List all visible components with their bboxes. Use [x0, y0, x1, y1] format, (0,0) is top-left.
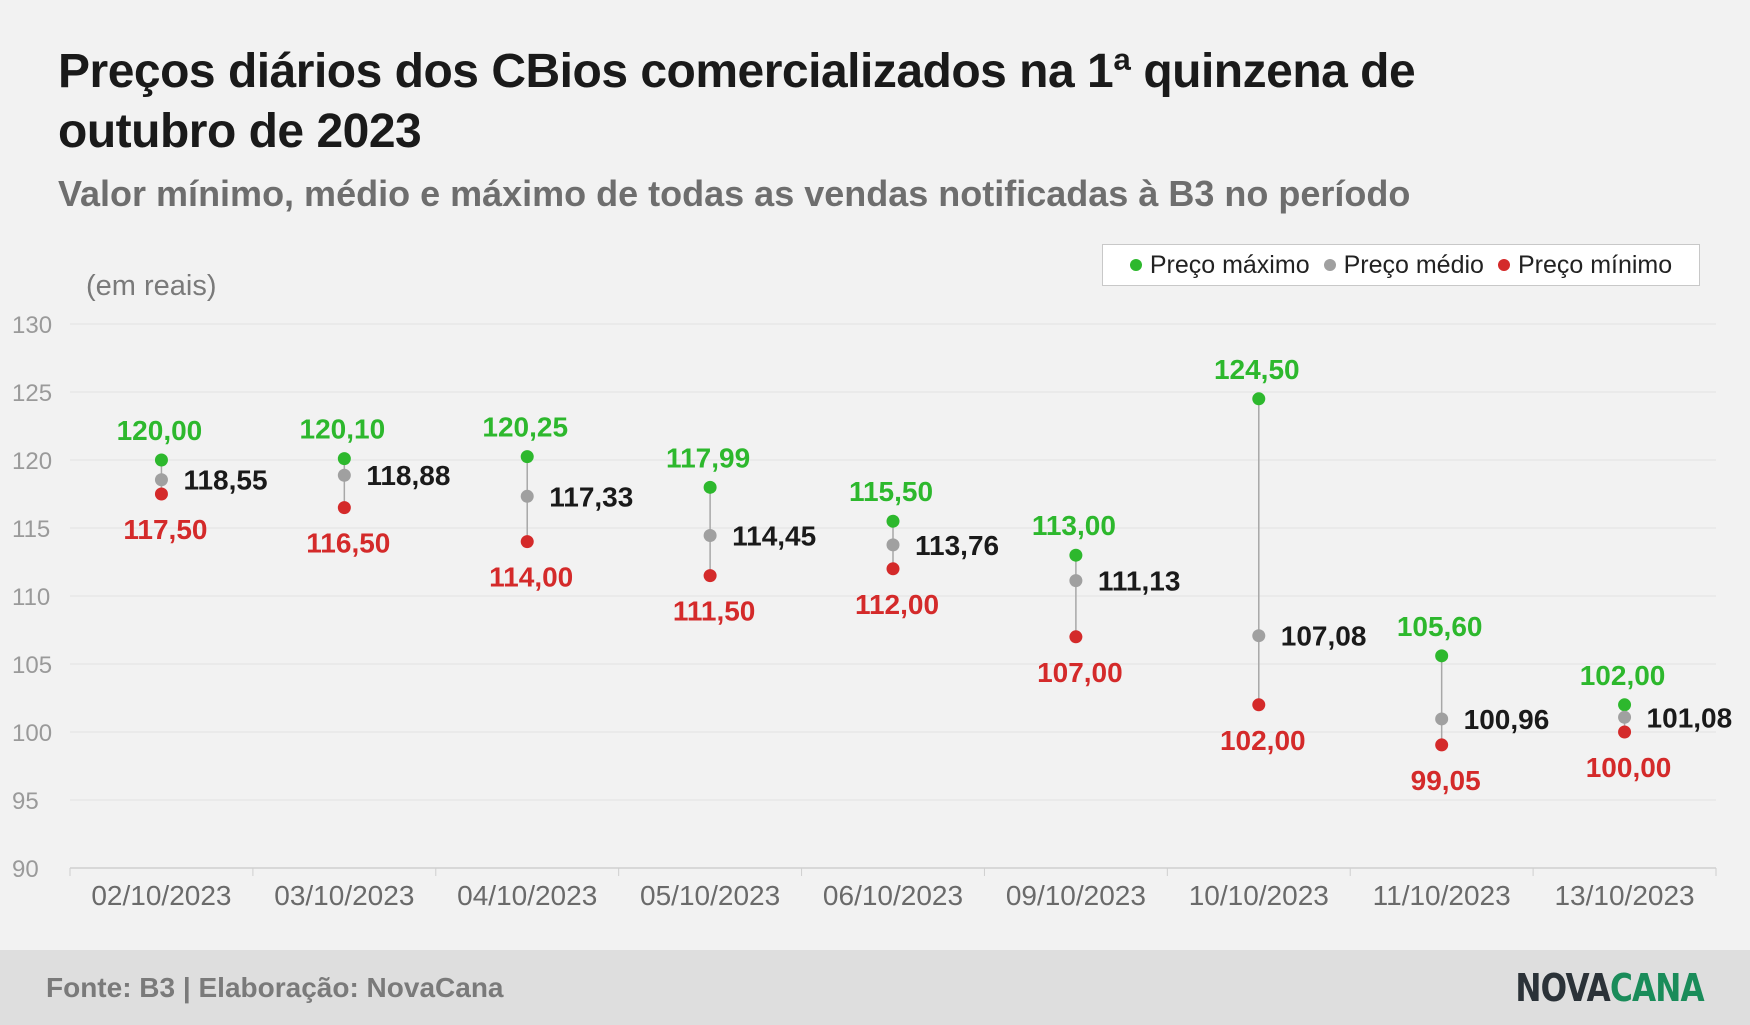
min-label-7: 99,05 — [1411, 765, 1481, 796]
y-tick-label-130: 130 — [12, 312, 52, 339]
max-label-7: 105,60 — [1397, 611, 1483, 642]
max-label-5: 113,00 — [1032, 510, 1116, 541]
max-label-0: 120,00 — [117, 415, 203, 446]
min-point-2 — [520, 535, 534, 549]
avg-label-1: 118,88 — [366, 460, 450, 491]
legend-item-avg: Preço médio — [1323, 250, 1484, 280]
max-point-7 — [1435, 649, 1449, 663]
max-label-8: 102,00 — [1580, 660, 1666, 691]
footer: Fonte: B3 | Elaboração: NovaCana NOVACAN… — [0, 950, 1750, 1025]
avg-label-3: 114,45 — [732, 520, 816, 551]
unit-label: (em reais) — [86, 270, 217, 302]
x-tick-label-2: 04/10/2023 — [457, 880, 597, 911]
source-text: Fonte: B3 | Elaboração: NovaCana — [46, 972, 504, 1003]
y-tick-label-110: 110 — [12, 584, 50, 611]
max-point-2 — [520, 450, 534, 464]
avg-point-7 — [1435, 712, 1449, 726]
avg-point-6 — [1252, 629, 1266, 643]
x-tick-label-3: 05/10/2023 — [640, 880, 780, 911]
max-point-8 — [1618, 698, 1632, 712]
x-tick-label-1: 03/10/2023 — [274, 880, 414, 911]
x-tick-label-4: 06/10/2023 — [823, 880, 963, 911]
avg-label-7: 100,96 — [1464, 704, 1550, 735]
legend-dot-min — [1497, 259, 1510, 271]
avg-point-1 — [337, 468, 351, 482]
min-label-4: 112,00 — [855, 589, 939, 620]
max-point-6 — [1252, 392, 1266, 406]
avg-label-8: 101,08 — [1647, 702, 1733, 733]
avg-point-2 — [520, 489, 534, 503]
min-label-8: 100,00 — [1586, 752, 1672, 783]
y-tick-label-100: 100 — [12, 720, 52, 747]
min-label-0: 117,50 — [123, 514, 207, 545]
x-tick-label-7: 11/10/2023 — [1373, 880, 1511, 911]
min-label-1: 116,50 — [306, 528, 390, 559]
y-tick-label-115: 115 — [12, 516, 50, 543]
max-label-1: 120,10 — [300, 414, 386, 445]
min-label-5: 107,00 — [1037, 657, 1123, 688]
avg-label-6: 107,08 — [1281, 621, 1367, 652]
min-point-4 — [886, 562, 900, 576]
chart-subtitle: Valor mínimo, médio e máximo de todas as… — [58, 173, 1411, 214]
max-point-5 — [1069, 548, 1083, 562]
logo-part-cana: CANA — [1610, 966, 1705, 1010]
max-point-1 — [337, 452, 351, 466]
y-tick-label-90: 90 — [12, 856, 39, 883]
max-point-3 — [703, 480, 717, 494]
max-point-0 — [154, 453, 168, 467]
avg-point-5 — [1069, 574, 1083, 588]
avg-point-3 — [703, 528, 717, 542]
novacana-logo: NOVACANA — [1515, 966, 1705, 1010]
x-tick-label-0: 02/10/2023 — [91, 880, 231, 911]
avg-point-4 — [886, 538, 900, 552]
min-point-6 — [1252, 698, 1266, 712]
max-label-3: 117,99 — [666, 442, 750, 473]
min-label-6: 102,00 — [1220, 725, 1306, 756]
max-point-4 — [886, 514, 900, 528]
legend-label-max: Preço máximo — [1149, 250, 1310, 279]
dot-range-chart: 90 95 100 105 110 115 120 125 130 02/10/2023 03/10… — [12, 312, 1733, 911]
max-label-2: 120,25 — [482, 412, 568, 443]
avg-point-8 — [1618, 710, 1632, 724]
legend-item-max: Preço máximo — [1129, 250, 1310, 280]
max-label-6: 124,50 — [1214, 354, 1300, 385]
avg-point-0 — [154, 473, 168, 487]
y-tick-label-120: 120 — [12, 448, 52, 475]
legend-dot-max — [1129, 259, 1142, 271]
y-tick-label-125: 125 — [12, 380, 52, 407]
logo-part-nova: NOVA — [1515, 966, 1611, 1010]
min-point-1 — [337, 501, 351, 515]
min-point-5 — [1069, 630, 1083, 644]
min-point-0 — [154, 487, 168, 501]
avg-label-0: 118,55 — [183, 465, 267, 496]
avg-label-2: 117,33 — [549, 481, 633, 512]
min-label-3: 111,50 — [673, 596, 756, 627]
y-tick-label-105: 105 — [12, 652, 52, 679]
avg-label-4: 113,76 — [915, 530, 999, 561]
chart-title: Preços diários dos CBios comercializados… — [58, 45, 1416, 158]
legend-item-min: Preço mínimo — [1497, 250, 1673, 280]
x-tick-label-8: 13/10/2023 — [1554, 880, 1694, 911]
avg-label-5: 111,13 — [1098, 566, 1181, 597]
x-tick-label-5: 09/10/2023 — [1006, 880, 1146, 911]
x-tick-label-6: 10/10/2023 — [1189, 880, 1329, 911]
legend-dot-avg — [1323, 259, 1336, 271]
chart-legend: Preço máximo Preço médio Preço mínimo — [1102, 244, 1700, 286]
min-label-2: 114,00 — [489, 562, 573, 593]
legend-label-avg: Preço médio — [1343, 250, 1484, 279]
min-point-3 — [703, 569, 717, 583]
min-point-7 — [1435, 738, 1449, 752]
y-tick-label-95: 95 — [12, 788, 39, 815]
min-point-8 — [1618, 725, 1632, 739]
legend-label-min: Preço mínimo — [1517, 250, 1673, 279]
max-label-4: 115,50 — [849, 476, 933, 507]
